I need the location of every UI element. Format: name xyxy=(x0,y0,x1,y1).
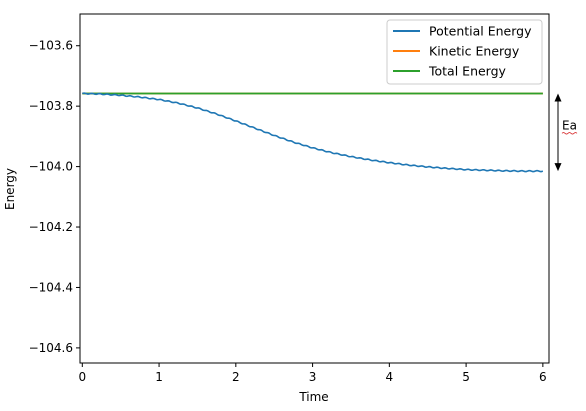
legend-label-potential-energy: Potential Energy xyxy=(429,24,532,39)
ea-arrowhead-top xyxy=(554,93,562,102)
ea-spellcheck-underline xyxy=(561,132,578,135)
x-tick-label: 5 xyxy=(462,370,470,384)
legend-label-total-energy: Total Energy xyxy=(428,64,507,79)
y-axis-label: Energy xyxy=(3,168,17,210)
legend: Potential Energy Kinetic Energy Total Ener… xyxy=(386,19,543,85)
x-tick-label: 4 xyxy=(386,370,394,384)
legend-box xyxy=(386,19,543,85)
series-line-potential-energy xyxy=(82,92,544,173)
y-axis-ticks: −103.6 −103.8 −104.0 −104.2 −104.4 −104.6 xyxy=(29,39,80,355)
ea-label: Ea xyxy=(562,118,577,132)
series-layer xyxy=(82,92,544,173)
y-tick-label: −104.6 xyxy=(29,341,73,355)
ea-arrowhead-bottom xyxy=(554,163,562,172)
x-axis-label: Time xyxy=(298,390,328,404)
legend-label-kinetic-energy: Kinetic Energy xyxy=(429,44,520,59)
y-tick-label: −103.6 xyxy=(29,39,73,53)
x-tick-label: 2 xyxy=(232,370,240,384)
x-tick-label: 3 xyxy=(309,370,317,384)
y-tick-label: −104.0 xyxy=(29,160,73,174)
x-axis-ticks: 0 1 2 3 4 5 6 xyxy=(78,363,547,384)
y-tick-label: −104.4 xyxy=(29,280,73,294)
x-tick-label: 1 xyxy=(155,370,163,384)
x-tick-label: 0 xyxy=(78,370,86,384)
y-tick-label: −103.8 xyxy=(29,99,73,113)
ea-annotation: Ea xyxy=(554,93,578,172)
x-tick-label: 6 xyxy=(539,370,547,384)
y-tick-label: −104.2 xyxy=(29,220,73,234)
